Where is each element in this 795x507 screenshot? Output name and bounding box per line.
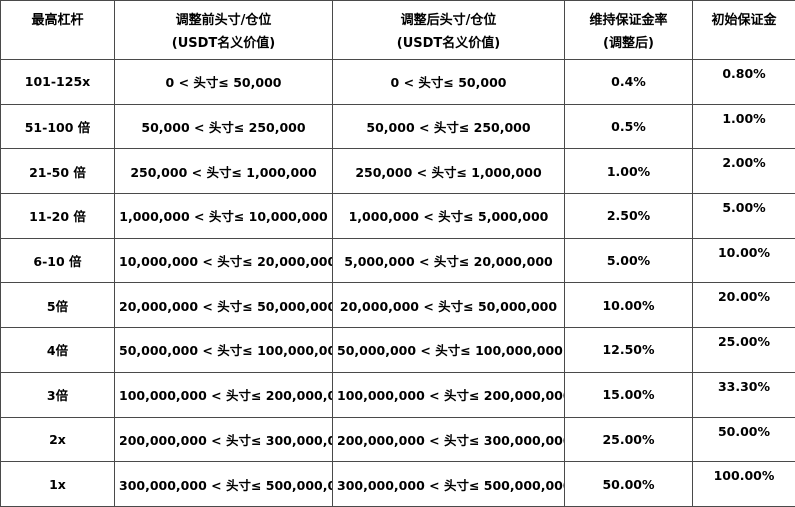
cell-max-leverage: 101-125x bbox=[0, 59, 115, 105]
cell-position-after: 100,000,000 < 头寸≤ 200,000,000 bbox=[332, 371, 565, 418]
cell-position-before: 20,000,000 < 头寸≤ 50,000,000 bbox=[114, 282, 333, 329]
cell-position-before: 1,000,000 < 头寸≤ 10,000,000 bbox=[114, 193, 333, 239]
cell-maintenance-margin-rate: 10.00% bbox=[564, 282, 693, 329]
cell-initial-margin: 2.00% bbox=[692, 148, 795, 195]
cell-position-after: 0 < 头寸≤ 50,000 bbox=[332, 59, 565, 105]
header-initial-margin: 初始保证金 bbox=[692, 0, 795, 60]
table-row: 4倍 50,000,000 < 头寸≤ 100,000,000 50,000,0… bbox=[0, 327, 795, 373]
cell-initial-margin: 33.30% bbox=[692, 371, 795, 418]
cell-position-before: 50,000,000 < 头寸≤ 100,000,000 bbox=[114, 327, 333, 373]
table-row: 5倍 20,000,000 < 头寸≤ 50,000,000 20,000,00… bbox=[0, 282, 795, 329]
cell-maintenance-margin-rate: 0.4% bbox=[564, 59, 693, 105]
cell-position-after: 50,000 < 头寸≤ 250,000 bbox=[332, 103, 565, 150]
cell-position-before: 200,000,000 < 头寸≤ 300,000,000 bbox=[114, 416, 333, 463]
cell-initial-margin: 100.00% bbox=[692, 461, 795, 507]
header-row: 最高杠杆 调整前头寸/仓位 (USDT名义价值) 调整后头寸/仓位 (USDT名… bbox=[0, 0, 795, 60]
cell-position-before: 0 < 头寸≤ 50,000 bbox=[114, 59, 333, 105]
cell-position-after: 5,000,000 < 头寸≤ 20,000,000 bbox=[332, 237, 565, 284]
table-row: 2x 200,000,000 < 头寸≤ 300,000,000 200,000… bbox=[0, 416, 795, 463]
header-label: 最高杠杆 bbox=[31, 13, 84, 28]
header-label: 调整前头寸/仓位 bbox=[175, 13, 272, 28]
cell-initial-margin: 5.00% bbox=[692, 193, 795, 239]
table-row: 101-125x 0 < 头寸≤ 50,000 0 < 头寸≤ 50,000 0… bbox=[0, 59, 795, 105]
cell-position-before: 100,000,000 < 头寸≤ 200,000,000 bbox=[114, 371, 333, 418]
cell-max-leverage: 21-50 倍 bbox=[0, 148, 115, 195]
cell-initial-margin: 25.00% bbox=[692, 327, 795, 373]
table-body: 101-125x 0 < 头寸≤ 50,000 0 < 头寸≤ 50,000 0… bbox=[0, 59, 795, 507]
cell-max-leverage: 51-100 倍 bbox=[0, 103, 115, 150]
cell-maintenance-margin-rate: 5.00% bbox=[564, 237, 693, 284]
cell-position-after: 300,000,000 < 头寸≤ 500,000,000 bbox=[332, 461, 565, 507]
cell-initial-margin: 50.00% bbox=[692, 416, 795, 463]
table-row: 11-20 倍 1,000,000 < 头寸≤ 10,000,000 1,000… bbox=[0, 193, 795, 239]
cell-maintenance-margin-rate: 12.50% bbox=[564, 327, 693, 373]
cell-max-leverage: 11-20 倍 bbox=[0, 193, 115, 239]
cell-maintenance-margin-rate: 50.00% bbox=[564, 461, 693, 507]
header-sublabel: (USDT名义价值) bbox=[396, 36, 501, 51]
table-row: 1x 300,000,000 < 头寸≤ 500,000,000 300,000… bbox=[0, 461, 795, 507]
table-row: 21-50 倍 250,000 < 头寸≤ 1,000,000 250,000 … bbox=[0, 148, 795, 195]
cell-position-after: 1,000,000 < 头寸≤ 5,000,000 bbox=[332, 193, 565, 239]
cell-maintenance-margin-rate: 2.50% bbox=[564, 193, 693, 239]
header-label: 初始保证金 bbox=[711, 13, 777, 28]
header-position-before: 调整前头寸/仓位 (USDT名义价值) bbox=[114, 0, 333, 60]
cell-max-leverage: 3倍 bbox=[0, 371, 115, 418]
header-maintenance-margin-rate: 维持保证金率 (调整后) bbox=[564, 0, 693, 60]
header-max-leverage: 最高杠杆 bbox=[0, 0, 115, 60]
cell-position-before: 10,000,000 < 头寸≤ 20,000,000 bbox=[114, 237, 333, 284]
table-row: 3倍 100,000,000 < 头寸≤ 200,000,000 100,000… bbox=[0, 371, 795, 418]
cell-initial-margin: 20.00% bbox=[692, 282, 795, 329]
cell-position-after: 20,000,000 < 头寸≤ 50,000,000 bbox=[332, 282, 565, 329]
cell-position-after: 200,000,000 < 头寸≤ 300,000,000 bbox=[332, 416, 565, 463]
cell-initial-margin: 1.00% bbox=[692, 103, 795, 150]
header-sublabel: (USDT名义价值) bbox=[171, 36, 276, 51]
cell-max-leverage: 4倍 bbox=[0, 327, 115, 373]
cell-position-before: 250,000 < 头寸≤ 1,000,000 bbox=[114, 148, 333, 195]
cell-max-leverage: 1x bbox=[0, 461, 115, 507]
cell-initial-margin: 10.00% bbox=[692, 237, 795, 284]
header-sublabel: (调整后) bbox=[603, 36, 654, 51]
cell-maintenance-margin-rate: 0.5% bbox=[564, 103, 693, 150]
cell-position-before: 50,000 < 头寸≤ 250,000 bbox=[114, 103, 333, 150]
cell-max-leverage: 5倍 bbox=[0, 282, 115, 329]
cell-max-leverage: 6-10 倍 bbox=[0, 237, 115, 284]
header-label: 维持保证金率 bbox=[589, 13, 668, 28]
header-label: 调整后头寸/仓位 bbox=[400, 13, 497, 28]
cell-max-leverage: 2x bbox=[0, 416, 115, 463]
cell-maintenance-margin-rate: 25.00% bbox=[564, 416, 693, 463]
cell-position-before: 300,000,000 < 头寸≤ 500,000,000 bbox=[114, 461, 333, 507]
cell-position-after: 50,000,000 < 头寸≤ 100,000,000 bbox=[332, 327, 565, 373]
cell-position-after: 250,000 < 头寸≤ 1,000,000 bbox=[332, 148, 565, 195]
cell-maintenance-margin-rate: 1.00% bbox=[564, 148, 693, 195]
cell-maintenance-margin-rate: 15.00% bbox=[564, 371, 693, 418]
table-row: 51-100 倍 50,000 < 头寸≤ 250,000 50,000 < 头… bbox=[0, 103, 795, 150]
header-position-after: 调整后头寸/仓位 (USDT名义价值) bbox=[332, 0, 565, 60]
table-row: 6-10 倍 10,000,000 < 头寸≤ 20,000,000 5,000… bbox=[0, 237, 795, 284]
cell-initial-margin: 0.80% bbox=[692, 59, 795, 105]
